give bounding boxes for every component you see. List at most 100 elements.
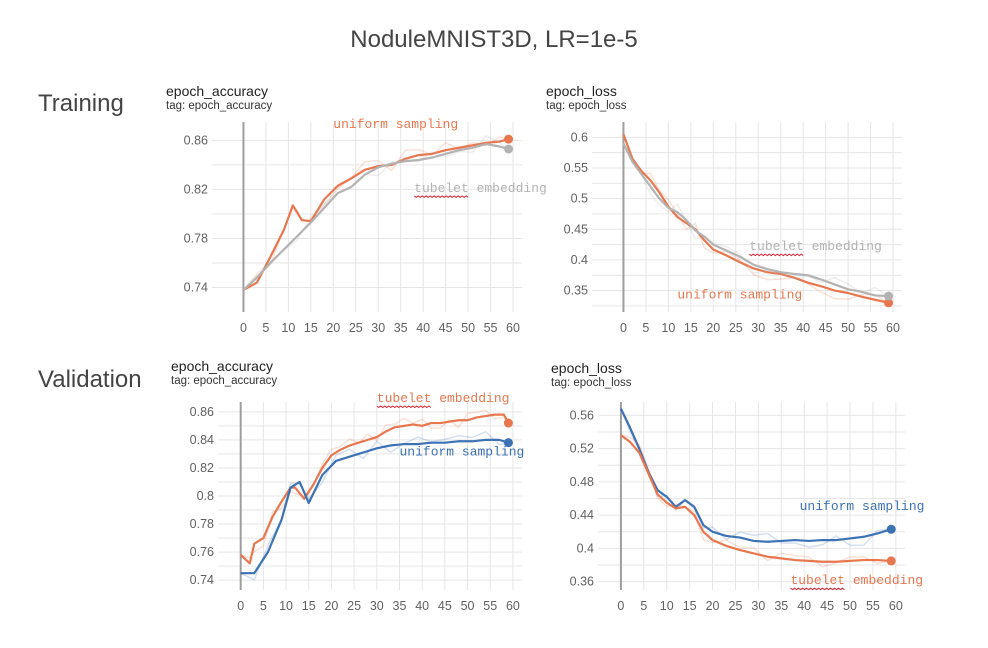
series-end-point	[503, 418, 513, 428]
series-raw-gray	[622, 143, 889, 297]
x-tick-label: 60	[506, 321, 520, 335]
series-annotation: tubelet embedding	[790, 573, 923, 588]
x-tick-label: 45	[819, 321, 833, 335]
panel-title-val-acc: epoch_accuracy	[171, 358, 273, 374]
chart-train-loss: 0 5 10 15 20 25 30 35 40 45 50 55 60 0.35 0.4 0.45 0.5 0.…	[564, 122, 902, 335]
y-tick-label: 0.74	[190, 573, 214, 587]
x-tick-label: 15	[302, 599, 316, 613]
row-label-validation: Validation	[38, 366, 142, 393]
x-tick-label: 45	[438, 599, 452, 613]
series-annotation: tubelet embedding	[749, 239, 882, 254]
y-tick-label: 0.48	[570, 475, 594, 489]
series-end-point	[886, 556, 896, 566]
panel-title-train-loss: epoch_loss	[546, 83, 617, 99]
x-tick-label: 0	[617, 599, 624, 613]
x-tick-label: 10	[661, 321, 675, 335]
series-raw-blue	[620, 408, 892, 548]
chart-val-acc: 0 5 10 15 20 25 30 35 40 45 50 55 60 0.74 0.76 0.78 0.8 0…	[190, 391, 525, 613]
x-tick-label: 25	[349, 321, 363, 335]
x-tick-label: 55	[484, 321, 498, 335]
spellcheck-underline	[376, 405, 432, 409]
chart-val-loss: 0 5 10 15 20 25 30 35 40 45 50 55 60 0.36 0.4 0.44 0.48 0…	[570, 402, 924, 613]
x-tick-label: 35	[774, 321, 788, 335]
x-tick-label: 5	[262, 321, 269, 335]
y-tick-label: 0.52	[570, 442, 594, 456]
series-annotation: uniform sampling	[333, 117, 458, 132]
x-tick-label: 15	[304, 321, 318, 335]
y-tick-label: 0.74	[184, 280, 208, 294]
x-tick-label: 55	[866, 599, 880, 613]
x-tick-label: 45	[439, 321, 453, 335]
y-tick-label: 0.35	[564, 284, 588, 298]
series-annotation: uniform sampling	[677, 288, 802, 303]
x-tick-label: 30	[751, 321, 765, 335]
x-tick-label: 0	[620, 321, 627, 335]
x-tick-label: 60	[889, 599, 903, 613]
panel-title-train-acc: epoch_accuracy	[166, 83, 268, 99]
x-tick-label: 55	[864, 321, 878, 335]
x-tick-label: 15	[684, 321, 698, 335]
series-end-point	[884, 291, 894, 301]
y-tick-label: 0.82	[184, 182, 208, 196]
x-tick-label: 25	[729, 599, 743, 613]
x-tick-label: 20	[326, 321, 340, 335]
series-line-blue	[619, 408, 892, 543]
y-tick-label: 0.84	[190, 433, 214, 447]
y-tick-label: 0.4	[571, 253, 588, 267]
x-tick-label: 45	[820, 599, 834, 613]
x-tick-label: 30	[751, 599, 765, 613]
x-tick-label: 60	[506, 599, 520, 613]
x-tick-label: 10	[279, 599, 293, 613]
x-tick-label: 20	[706, 599, 720, 613]
x-tick-label: 10	[281, 321, 295, 335]
y-tick-label: 0.8	[197, 489, 214, 503]
x-tick-label: 50	[461, 599, 475, 613]
series-end-point	[504, 144, 514, 154]
y-tick-label: 0.55	[564, 161, 588, 175]
series-annotation: tubelet embedding	[377, 391, 510, 406]
y-tick-label: 0.44	[570, 508, 594, 522]
series-line-orange	[622, 133, 889, 304]
x-tick-label: 40	[416, 321, 430, 335]
y-tick-label: 0.78	[184, 231, 208, 245]
series-line-orange	[620, 434, 892, 563]
x-tick-label: 50	[843, 599, 857, 613]
y-tick-label: 0.82	[190, 461, 214, 475]
spellcheck-underline	[413, 195, 469, 198]
y-tick-label: 0.4	[577, 541, 594, 555]
series-raw-orange	[240, 409, 509, 559]
x-tick-label: 20	[324, 599, 338, 613]
x-tick-label: 20	[706, 321, 720, 335]
y-tick-label: 0.76	[190, 545, 214, 559]
x-tick-label: 35	[774, 599, 788, 613]
series-line-blue	[240, 438, 509, 575]
x-tick-label: 25	[347, 599, 361, 613]
x-tick-label: 30	[371, 321, 385, 335]
x-tick-label: 5	[260, 599, 267, 613]
x-tick-label: 35	[393, 599, 407, 613]
x-tick-label: 15	[683, 599, 697, 613]
series-line-gray	[242, 142, 509, 291]
y-tick-label: 0.5	[571, 192, 588, 206]
x-tick-label: 35	[394, 321, 408, 335]
series-end-point	[884, 298, 894, 308]
x-tick-label: 30	[370, 599, 384, 613]
panel-title-val-loss: epoch_loss	[551, 360, 622, 376]
x-tick-label: 25	[729, 321, 743, 335]
series-line-gray	[622, 142, 889, 298]
series-annotation: tubelet embedding	[414, 181, 547, 196]
figure-title: NoduleMNIST3D, LR=1e-5	[350, 26, 638, 53]
x-tick-label: 0	[240, 321, 247, 335]
panel-tag-val-loss: tag: epoch_loss	[551, 377, 632, 389]
y-tick-label: 0.86	[184, 133, 208, 147]
series-annotation: uniform sampling	[399, 444, 524, 459]
x-tick-label: 50	[841, 321, 855, 335]
x-tick-label: 5	[640, 599, 647, 613]
series-raw-gray	[242, 134, 509, 291]
y-tick-label: 0.45	[564, 222, 588, 236]
y-tick-label: 0.86	[190, 405, 214, 419]
x-tick-label: 0	[237, 599, 244, 613]
series-line-orange	[242, 138, 509, 291]
y-tick-label: 0.36	[570, 575, 594, 589]
x-tick-label: 40	[797, 599, 811, 613]
